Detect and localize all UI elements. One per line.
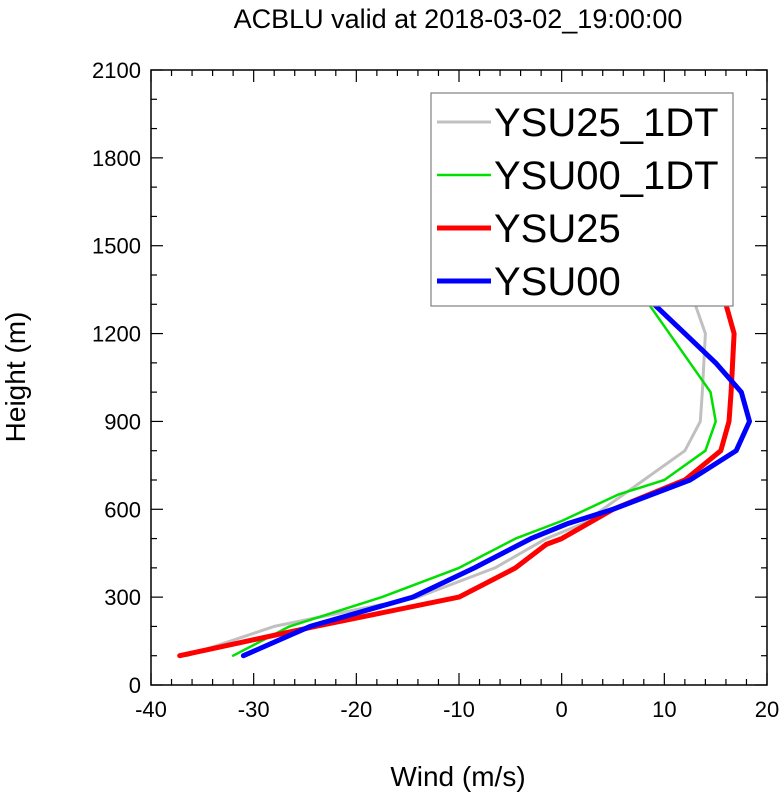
y-tick-label: 0 <box>129 673 141 698</box>
x-tick-label: -30 <box>238 697 270 722</box>
legend-label: YSU25 <box>494 207 621 251</box>
x-tick-label: 20 <box>755 697 779 722</box>
legend-label: YSU00_1DT <box>494 154 719 198</box>
legend-label: YSU25_1DT <box>494 101 719 145</box>
ticks-layer: -40 -30 -20 -10 0 10 20 0 300 600 900 1200 1500 1800 2… <box>92 58 779 722</box>
x-axis-title: Wind (m/s) <box>390 761 525 792</box>
y-tick-label: 2100 <box>92 58 141 83</box>
y-tick-label: 1800 <box>92 146 141 171</box>
x-tick-label: 10 <box>652 697 676 722</box>
y-tick-label: 1500 <box>92 234 141 259</box>
x-tick-label: -40 <box>135 697 167 722</box>
y-tick-label: 900 <box>104 409 141 434</box>
legend-label: YSU00 <box>494 260 621 304</box>
y-tick-label: 1200 <box>92 322 141 347</box>
y-tick-label: 300 <box>104 585 141 610</box>
x-tick-label: 0 <box>556 697 568 722</box>
x-tick-label: -20 <box>340 697 372 722</box>
y-tick-label: 600 <box>104 497 141 522</box>
x-tick-label: -10 <box>443 697 475 722</box>
y-axis-title: Height (m) <box>0 312 31 443</box>
chart-title: ACBLU valid at 2018-03-02_19:00:00 <box>234 4 683 34</box>
legend-box <box>430 92 734 307</box>
legend: YSU25_1DT YSU00_1DT YSU25 YSU00 <box>430 92 734 307</box>
